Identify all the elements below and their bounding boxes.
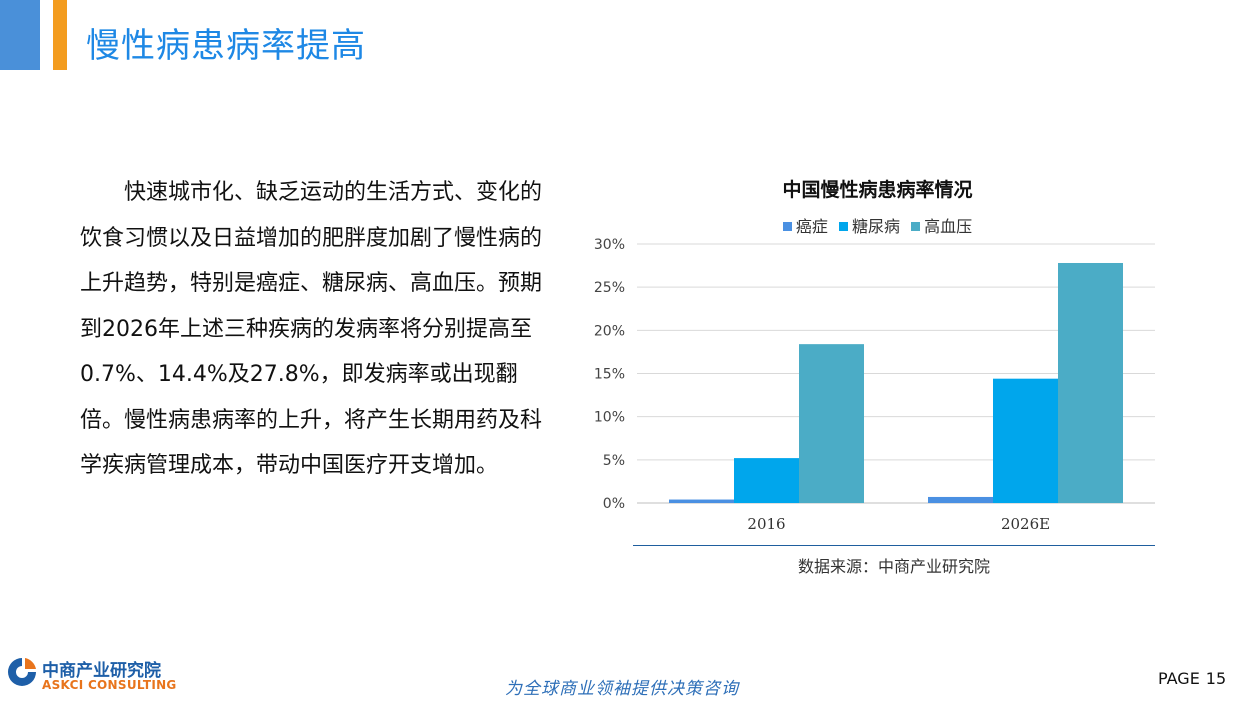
legend-label-cancer: 癌症 [795,217,828,236]
bar-癌症-2016 [669,499,734,503]
page-number-value: 15 [1205,669,1227,688]
chart-title: 中国慢性病患病率情况 [782,179,973,201]
y-tick-label: 25% [594,280,625,296]
bar-糖尿病-2026E [993,378,1058,503]
page-number: PAGE 15 [1158,669,1232,688]
legend-swatch-cancer [782,222,792,231]
legend-swatch-hypertension [911,222,921,231]
chart-source: 数据来源：中商产业研究院 [797,557,990,576]
page-label: PAGE [1158,669,1200,688]
x-tick-label: 2016 [747,515,785,533]
legend-label-diabetes: 糖尿病 [851,217,900,236]
footer-slogan: 为全球商业领袖提供决策咨询 [505,679,739,699]
askci-logo-icon [8,658,36,686]
legend-item-cancer: 癌症 [782,213,828,237]
y-tick-label: 15% [594,367,625,383]
legend-item-diabetes: 糖尿病 [838,213,900,237]
bar-高血压-2016 [799,344,864,503]
legend-item-hypertension: 高血压 [911,213,972,237]
y-tick-label: 0% [603,496,625,512]
bar-癌症-2026E [928,496,993,503]
legend-swatch-diabetes [838,222,848,231]
bar-chart: 0% 5% 10% 15% 20% 25% 30% 2016 2026E [594,237,1155,533]
chart-legend: 癌症 糖尿病 高血压 [600,213,1155,237]
header-accent-blue [0,0,40,70]
body-paragraph: 快速城市化、缺乏运动的生活方式、变化的饮食习惯以及日益增加的肥胖度加剧了慢性病的… [80,180,543,478]
header-accent-orange [53,0,67,70]
y-tick-label: 10% [594,410,625,426]
source-divider [633,545,1155,546]
logo-text-cn: 中商产业研究院 [42,661,161,681]
bar-糖尿病-2016 [734,458,799,503]
x-tick-label: 2026E [1001,515,1050,533]
legend-label-hypertension: 高血压 [924,217,973,236]
page-title: 慢性病患病率提高 [86,26,366,66]
y-tick-label: 30% [594,237,625,253]
y-tick-label: 5% [603,453,625,469]
y-tick-label: 20% [594,323,625,339]
logo-text-en: ASKCI CONSULTING [42,678,177,692]
bar-高血压-2026E [1058,262,1123,503]
